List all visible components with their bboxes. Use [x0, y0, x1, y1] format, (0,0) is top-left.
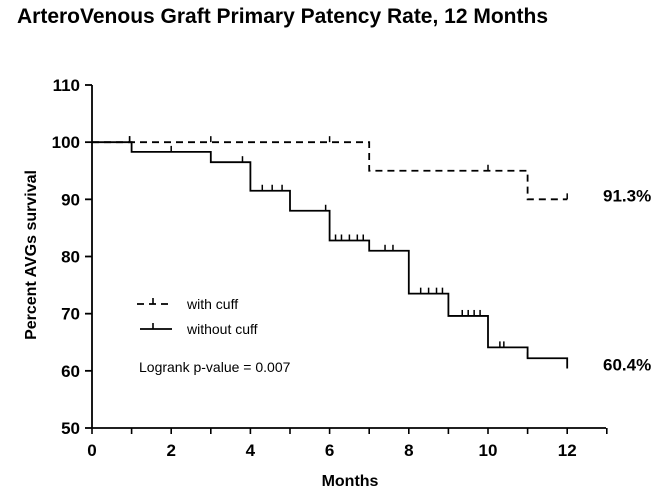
x-tick-label: 8 [404, 441, 413, 460]
x-tick-label: 0 [87, 441, 96, 460]
series-layer [92, 136, 569, 369]
x-tick-label: 2 [166, 441, 175, 460]
axes: 50 60 70 80 90 100 110 0 2 4 6 8 10 12 [52, 76, 608, 460]
legend: with cuff without cuff [137, 296, 258, 337]
legend-label-without-cuff: without cuff [186, 321, 258, 337]
end-label-without-cuff: 60.4% [603, 356, 651, 375]
end-label-with-cuff: 91.3% [603, 186, 651, 205]
x-axis-title: Months [322, 473, 379, 490]
y-tick-label: 50 [61, 419, 80, 438]
chart-title: ArteroVenous Graft Primary Patency Rate,… [17, 5, 548, 28]
logrank-annotation: Logrank p-value = 0.007 [139, 359, 291, 375]
km-curve-with-cuff [92, 141, 568, 201]
y-tick-label: 80 [61, 248, 80, 267]
y-axis-title: Percent AVGs survival [23, 170, 40, 340]
x-tick-label: 12 [558, 441, 577, 460]
km-curve-without-cuff [92, 141, 569, 369]
end-labels: 91.3% 60.4% [603, 186, 651, 374]
legend-label-with-cuff: with cuff [186, 296, 238, 312]
y-tick-label: 70 [61, 305, 80, 324]
y-tick-label: 90 [61, 190, 80, 209]
x-tick-label: 10 [479, 441, 498, 460]
y-tick-label: 100 [52, 133, 80, 152]
x-tick-label: 4 [246, 441, 256, 460]
y-tick-label: 60 [61, 362, 80, 381]
x-tick-label: 6 [325, 441, 334, 460]
y-tick-label: 110 [53, 76, 80, 95]
